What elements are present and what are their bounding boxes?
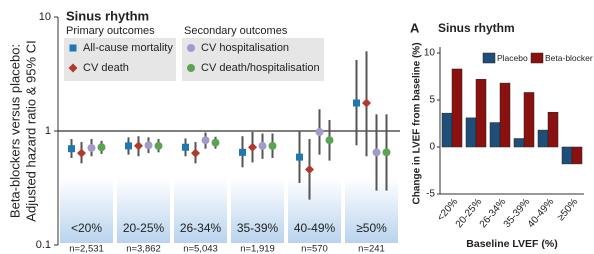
x-tick-label: ≥50% [555,196,580,223]
legend-label: CV death [83,62,129,74]
marker [362,98,371,108]
category-label: 20-25% [123,221,165,235]
marker [77,148,86,158]
marker [87,143,96,152]
marker [353,99,360,107]
legend-box [182,38,324,81]
category-label: ≥50% [356,221,387,235]
legend-swatch [187,64,195,72]
bar [499,82,511,148]
marker [296,153,303,161]
y-tick-label: 10 [39,11,51,23]
y-axis-label: Beta-blockers versus placebo: [7,44,22,218]
legend-label: CV death/hospitalisation [201,62,320,74]
count-label: n=5,043 [183,244,218,254]
legend-swatch [482,52,496,64]
marker [315,128,324,137]
marker [201,136,210,145]
marker [248,142,257,152]
marker [97,143,106,152]
marker [68,145,75,153]
y-axis-label: Adjusted hazard ratio & 95% CI [23,40,38,221]
marker [305,164,314,174]
category-label: 26-34% [180,221,222,235]
bar [571,146,583,165]
count-label: n=241 [358,244,385,254]
y-tick-label: 0.1 [36,239,51,251]
marker [239,148,246,156]
marker [154,141,163,150]
marker [191,148,200,158]
bar [441,112,453,148]
bar [489,122,501,148]
x-axis-label: Baseline LVEF (%) [466,238,557,250]
category-cell [288,178,341,243]
bar [523,92,535,148]
chart-title: Sinus rhythm [438,21,515,35]
legend-swatch [187,44,195,52]
count-label: n=570 [301,244,328,254]
y-tick-label: 10 [424,48,436,59]
category-cell [231,178,284,243]
y-tick-label: 1 [45,125,51,137]
legend-group-title: Primary outcomes [66,25,155,37]
legend-label: Beta-blocker [545,53,593,63]
bar [537,129,549,148]
category-cell [345,178,398,243]
bar [475,79,487,148]
y-tick-label: -5 [426,189,435,200]
panel-label: A [410,20,420,35]
marker [382,148,391,157]
bar [561,146,573,165]
marker [134,141,143,151]
count-label: n=2,531 [69,244,104,254]
category-cell [117,178,170,243]
bar [465,117,477,148]
legend-label: CV hospitalisation [201,42,289,54]
legend-swatch [530,52,544,64]
x-tick-label: 40-49% [526,196,557,230]
marker [182,143,189,151]
y-tick-label: 0 [429,142,435,153]
bar [547,111,559,148]
marker [268,141,277,150]
chart-title: Sinus rhythm [66,8,149,23]
legend-swatch [69,44,77,52]
marker [372,148,381,157]
y-axis-label: Change in LVEF from baseline (%) [412,42,423,204]
y-tick-label: 5 [429,95,435,106]
legend-label: All-cause mortality [83,42,173,54]
marker [125,142,132,150]
category-cell [174,178,227,243]
bar [451,68,463,148]
bar [513,138,525,148]
legend-group-title: Secondary outcomes [184,25,288,37]
legend-label: Placebo [497,53,528,63]
count-label: n=1,919 [240,244,275,254]
category-label: 40-49% [294,221,336,235]
count-label: n=3,862 [126,244,161,254]
category-label: 35-39% [237,221,279,235]
legend-box [64,38,176,81]
category-label: <20% [71,221,102,235]
marker [211,138,220,147]
legend-swatch [68,63,78,73]
marker [325,136,334,145]
category-cell [60,178,113,243]
marker [258,141,267,150]
marker [144,141,153,150]
